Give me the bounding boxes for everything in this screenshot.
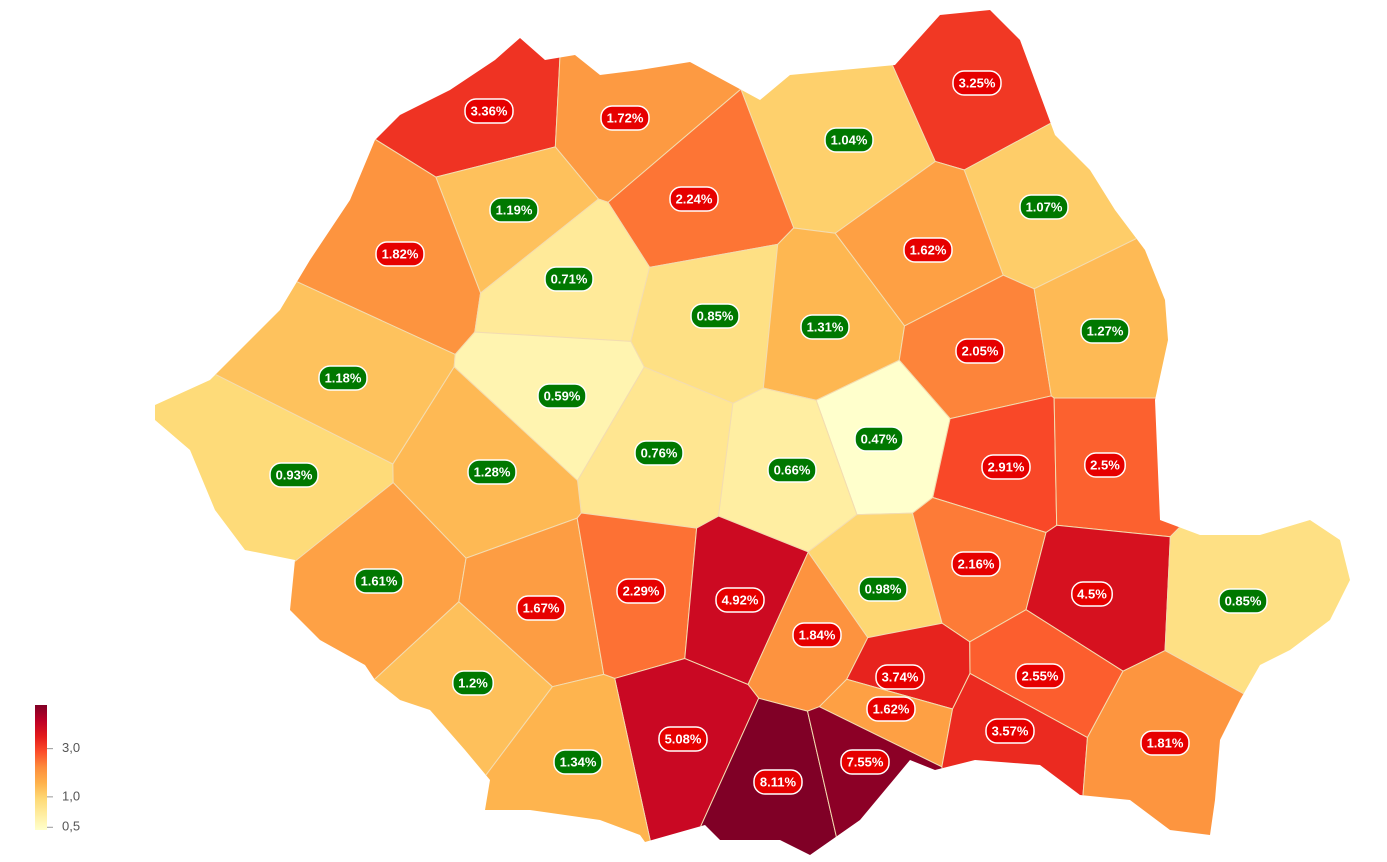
label-badge — [1019, 194, 1069, 220]
value-label: 0.66% — [774, 462, 811, 477]
value-label: 4.5% — [1077, 586, 1107, 601]
value-label: 1.84% — [799, 627, 836, 642]
label-badge — [715, 587, 765, 613]
label-badge — [866, 696, 916, 722]
label-badge — [824, 127, 874, 153]
label-badge — [800, 314, 850, 340]
label-badge — [553, 749, 603, 775]
value-label: 4.92% — [722, 592, 759, 607]
label-badge — [658, 726, 708, 752]
label-badge — [354, 568, 404, 594]
value-label: 1.18% — [325, 370, 362, 385]
value-label: 0.98% — [865, 581, 902, 596]
label-badge — [634, 440, 684, 466]
value-label: 1.28% — [474, 464, 511, 479]
label-badge — [690, 303, 740, 329]
label-badge — [981, 454, 1031, 480]
value-label: 1.07% — [1026, 199, 1063, 214]
label-badge — [767, 457, 817, 483]
value-label: 3.36% — [471, 103, 508, 118]
label-badge — [269, 462, 319, 488]
label-badge — [792, 622, 842, 648]
label-badge — [318, 365, 368, 391]
label-badge — [753, 769, 803, 795]
label-badge — [875, 664, 925, 690]
value-label: 1.82% — [382, 246, 419, 261]
value-label: 1.27% — [1087, 323, 1124, 338]
label-badge — [464, 98, 514, 124]
value-label: 3.25% — [959, 75, 996, 90]
label-badge — [1084, 452, 1126, 478]
label-badge — [955, 338, 1005, 364]
region — [155, 10, 482, 356]
label-badge — [903, 237, 953, 263]
value-label: 1.34% — [560, 754, 597, 769]
value-label: 0.71% — [551, 271, 588, 286]
region — [963, 10, 1350, 290]
label-badge — [1140, 730, 1190, 756]
colorbar-tick-label: 1,0 — [62, 788, 80, 803]
label-badge — [858, 576, 908, 602]
label-badge — [1218, 588, 1268, 614]
label-badge — [537, 383, 587, 409]
value-label: 1.2% — [458, 675, 488, 690]
value-label: 1.67% — [523, 600, 560, 615]
label-badge — [951, 551, 1001, 577]
value-label: 1.62% — [910, 242, 947, 257]
label-badge — [544, 266, 594, 292]
value-label: 0.85% — [1225, 593, 1262, 608]
value-label: 0.76% — [641, 445, 678, 460]
value-label: 2.55% — [1022, 668, 1059, 683]
label-badge — [600, 105, 650, 131]
value-label: 1.31% — [807, 319, 844, 334]
label-badge — [1071, 581, 1113, 607]
value-label: 7.55% — [847, 754, 884, 769]
value-label: 3.57% — [992, 723, 1029, 738]
label-badge — [1080, 318, 1130, 344]
label-badge — [516, 595, 566, 621]
value-label: 5.08% — [665, 731, 702, 746]
value-label: 1.19% — [496, 202, 533, 217]
label-badge — [452, 670, 494, 696]
colorbar-tick-label: 3,0 — [62, 740, 80, 755]
value-label: 0.93% — [276, 467, 313, 482]
label-badge — [616, 578, 666, 604]
value-label: 3.74% — [882, 669, 919, 684]
value-label: 2.24% — [676, 191, 713, 206]
label-badge — [669, 186, 719, 212]
value-label: 0.59% — [544, 388, 581, 403]
value-label: 2.16% — [958, 556, 995, 571]
label-badge — [489, 197, 539, 223]
value-label: 0.85% — [697, 308, 734, 323]
value-label: 2.5% — [1090, 457, 1120, 472]
value-label: 2.91% — [988, 459, 1025, 474]
label-badge — [467, 459, 517, 485]
label-badge — [854, 426, 904, 452]
region-labels: 3.36% 1.72% 3.25% 1.04% 2.24% 1.19% 1.82% 1.62%… — [269, 70, 1268, 795]
label-badge — [840, 749, 890, 775]
value-label: 1.81% — [1147, 735, 1184, 750]
label-badge — [952, 70, 1002, 96]
colorbar — [35, 705, 47, 830]
label-badge — [375, 241, 425, 267]
value-label: 1.04% — [831, 132, 868, 147]
value-label: 2.29% — [623, 583, 660, 598]
label-badge — [1015, 663, 1065, 689]
label-badge — [985, 718, 1035, 744]
value-label: 1.61% — [361, 573, 398, 588]
value-label: 2.05% — [962, 343, 999, 358]
value-label: 1.72% — [607, 110, 644, 125]
color-legend: 0,5 1,0 3,0 — [35, 705, 80, 834]
region — [155, 10, 564, 178]
value-label: 8.11% — [760, 774, 797, 789]
value-label: 0.47% — [861, 431, 898, 446]
value-label: 1.62% — [873, 701, 910, 716]
colorbar-tick-label: 0,5 — [62, 819, 80, 834]
